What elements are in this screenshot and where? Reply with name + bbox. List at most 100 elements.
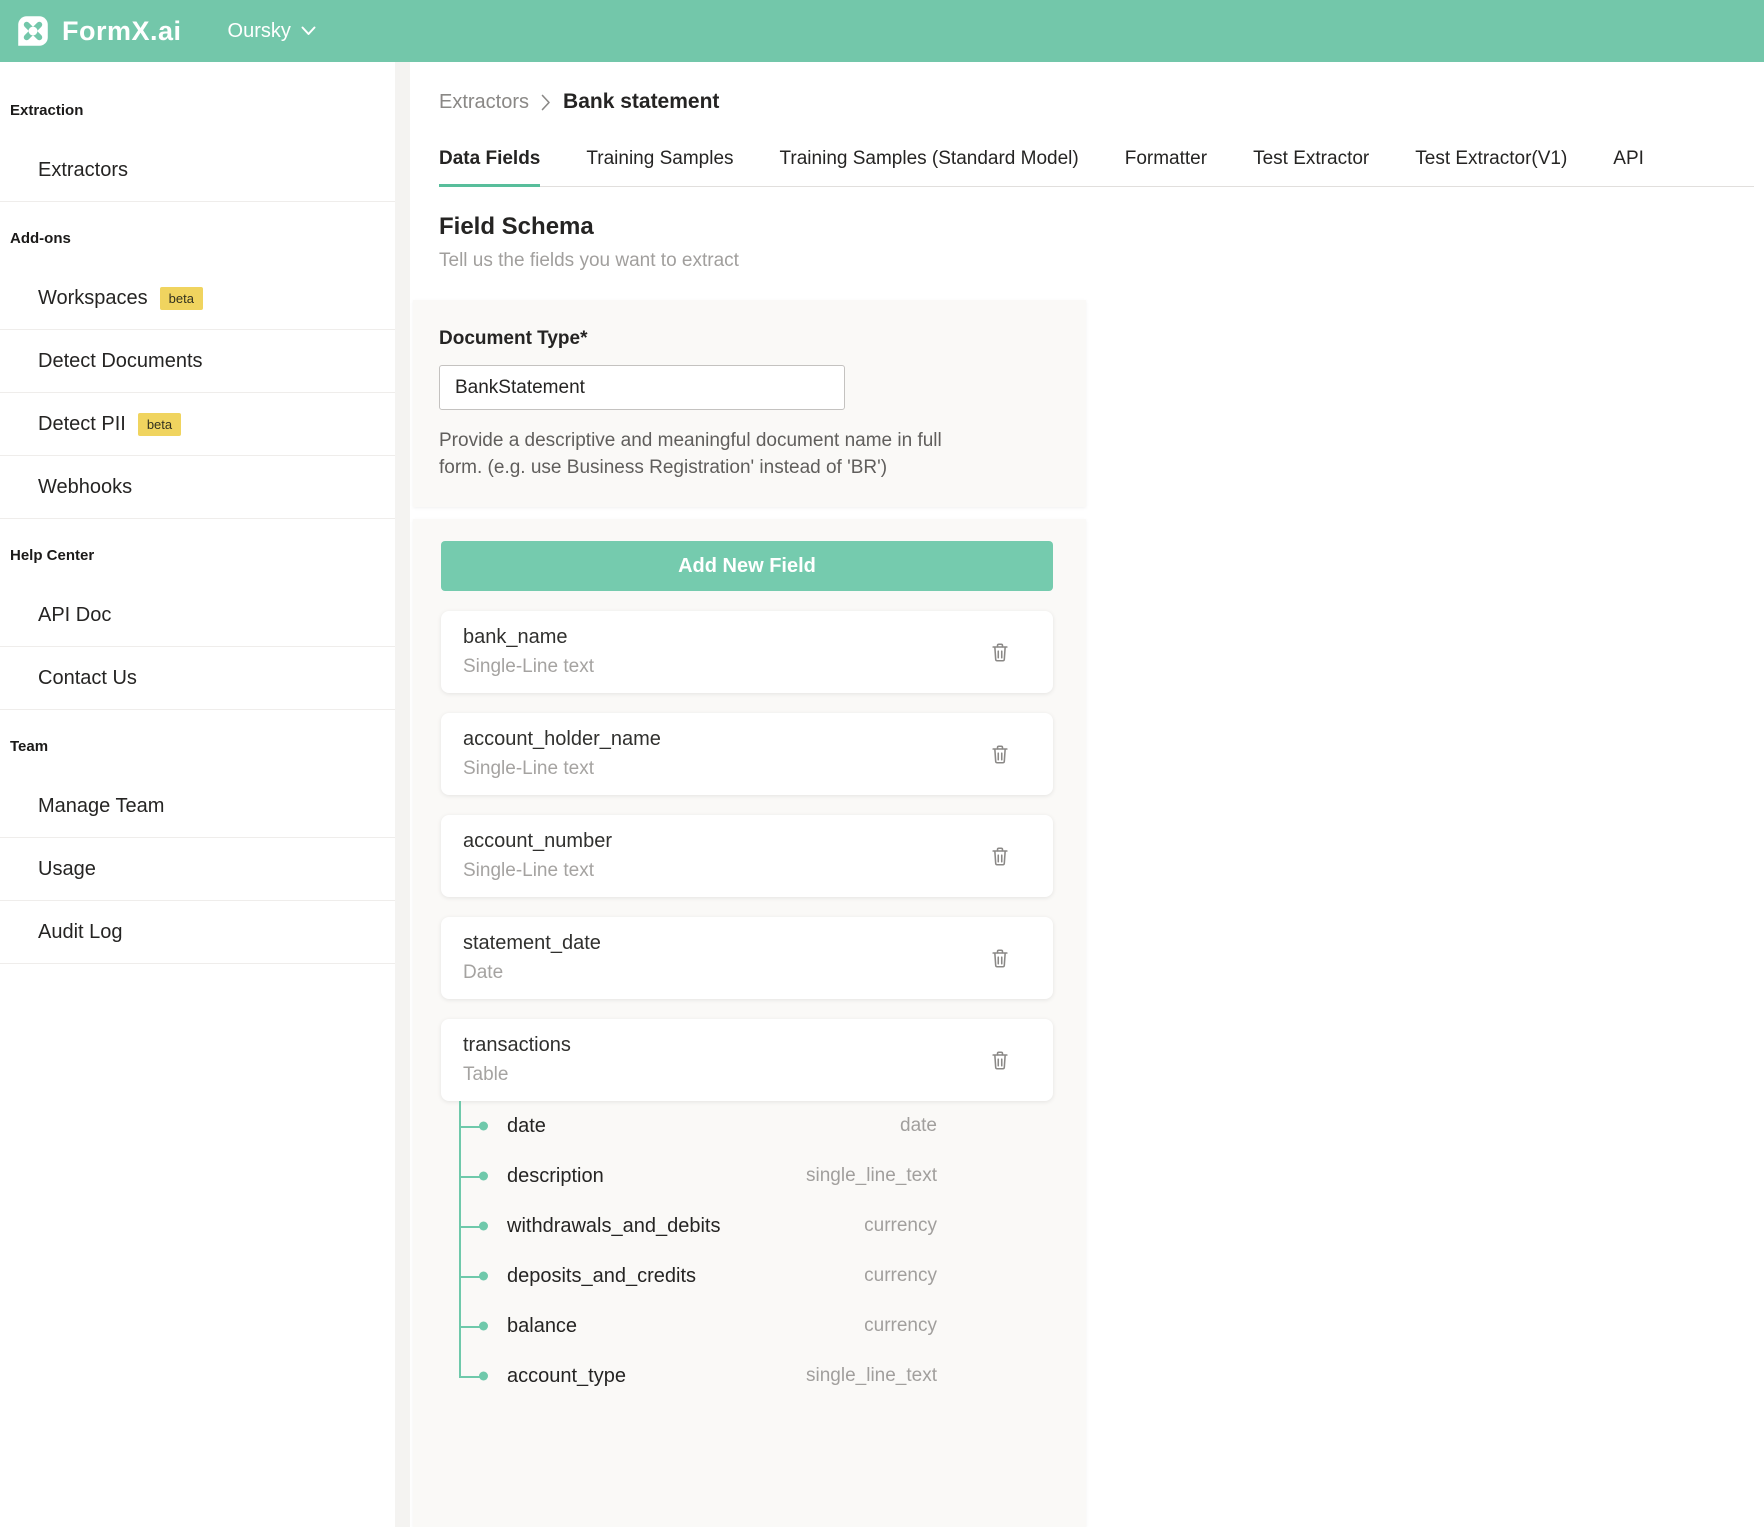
brand-title: FormX.ai	[62, 15, 182, 46]
tab-formatter[interactable]: Formatter	[1124, 148, 1208, 169]
field-card-account-number[interactable]: account_number Single-Line text	[441, 815, 1053, 897]
subfield-name: balance	[507, 1314, 578, 1337]
formx-logo-icon	[18, 16, 48, 46]
sidebar-section-title-add-ons: Add-ons	[10, 230, 71, 247]
subfield-type: currency	[864, 1215, 937, 1236]
sidebar-item-api-doc[interactable]: API Doc	[0, 584, 395, 647]
field-list: bank_name Single-Line text account_holder…	[441, 611, 1053, 1401]
subfield-name: description	[507, 1164, 604, 1187]
delete-field-button[interactable]	[985, 943, 1015, 974]
breadcrumb-extractors-link[interactable]: Extractors	[439, 90, 530, 113]
sidebar-item-detect-documents[interactable]: Detect Documents	[0, 330, 395, 393]
beta-badge: beta	[137, 412, 182, 436]
field-type: Table	[463, 1064, 509, 1085]
org-selector[interactable]: Oursky	[228, 20, 316, 43]
sidebar-item-label: Detect PII	[38, 412, 126, 435]
field-card-account-holder-name[interactable]: account_holder_name Single-Line text	[441, 713, 1053, 795]
sidebar-item-audit-log[interactable]: Audit Log	[0, 901, 395, 964]
document-type-input[interactable]	[439, 365, 845, 410]
trash-icon	[992, 1050, 1008, 1070]
sidebar: Extraction Extractors Add-ons Workspaces bet…	[0, 62, 395, 1527]
app-header: FormX.ai Oursky	[0, 0, 1764, 62]
field-name: account_number	[463, 830, 612, 852]
sidebar-item-label: Webhooks	[38, 475, 133, 498]
field-card-texts: bank_name Single-Line text	[463, 626, 985, 678]
field-card-statement-date[interactable]: statement_date Date	[441, 917, 1053, 999]
delete-field-button[interactable]	[985, 841, 1015, 872]
subfield-type: single_line_text	[806, 1165, 937, 1186]
sidebar-item-contact-us[interactable]: Contact Us	[0, 647, 395, 710]
field-card-bank-name[interactable]: bank_name Single-Line text	[441, 611, 1053, 693]
subfield-name: date	[507, 1114, 546, 1137]
subfield-name: withdrawals_and_debits	[507, 1214, 721, 1237]
chevron-down-icon	[301, 26, 316, 35]
tab-test-extractor[interactable]: Test Extractor	[1253, 148, 1370, 169]
org-name: Oursky	[227, 19, 291, 42]
field-card-texts: statement_date Date	[463, 932, 985, 984]
field-card-transactions[interactable]: transactions Table	[441, 1019, 1053, 1101]
sidebar-item-label: Usage	[38, 857, 96, 880]
sidebar-section-title-help-center: Help Center	[10, 547, 95, 564]
field-list-panel: Add New Field bank_name Single-Line text …	[413, 519, 1086, 1527]
delete-field-button[interactable]	[985, 1045, 1015, 1076]
field-name: bank_name	[463, 626, 568, 648]
main-content: Extractors Bank statement Data Fields Tra…	[410, 62, 1764, 1527]
sidebar-section-title-team: Team	[10, 738, 49, 755]
sidebar-item-webhooks[interactable]: Webhooks	[0, 456, 395, 519]
trash-icon	[992, 846, 1008, 866]
subfield-name: account_type	[507, 1364, 626, 1387]
subfield-type: currency	[864, 1315, 937, 1336]
subfield-row-deposits-and-credits[interactable]: deposits_and_credits currency	[459, 1251, 937, 1301]
field-type: Single-Line text	[463, 860, 594, 881]
breadcrumb-current: Bank statement	[563, 90, 720, 113]
tab-bar: Data Fields Training Samples Training Samp…	[439, 148, 1754, 187]
sidebar-item-label: Audit Log	[38, 920, 123, 943]
field-card-texts: account_number Single-Line text	[463, 830, 985, 882]
subfield-row-description[interactable]: description single_line_text	[459, 1151, 937, 1201]
tab-data-fields[interactable]: Data Fields	[439, 148, 541, 187]
field-name: statement_date	[463, 932, 601, 954]
sidebar-item-detect-pii[interactable]: Detect PII beta	[0, 393, 395, 456]
field-name: transactions	[463, 1034, 571, 1056]
sidebar-item-manage-team[interactable]: Manage Team	[0, 775, 395, 838]
trash-icon	[992, 642, 1008, 662]
tab-test-extractor-v1[interactable]: Test Extractor(V1)	[1415, 148, 1568, 169]
field-type: Single-Line text	[463, 758, 594, 779]
delete-field-button[interactable]	[985, 739, 1015, 770]
subfield-name: deposits_and_credits	[507, 1264, 697, 1287]
subfield-row-balance[interactable]: balance currency	[459, 1301, 937, 1351]
subfield-type: date	[900, 1115, 937, 1136]
subfield-row-date[interactable]: date date	[459, 1101, 937, 1151]
document-type-panel: Document Type* Provide a descriptive and…	[413, 300, 1086, 507]
sidebar-item-label: Extractors	[38, 158, 129, 181]
sidebar-item-label: Contact Us	[38, 666, 137, 689]
sidebar-item-label: API Doc	[38, 603, 112, 626]
sidebar-item-workspaces[interactable]: Workspaces beta	[0, 267, 395, 330]
formx-logo[interactable]: FormX.ai	[14, 12, 182, 50]
field-type: Date	[463, 962, 504, 983]
subfield-type: currency	[864, 1265, 937, 1286]
trash-icon	[992, 744, 1008, 764]
subfield-row-account-type[interactable]: account_type single_line_text	[459, 1351, 937, 1401]
sidebar-gutter	[395, 62, 410, 1527]
sidebar-item-usage[interactable]: Usage	[0, 838, 395, 901]
tab-training-samples-standard-model[interactable]: Training Samples (Standard Model)	[779, 148, 1079, 169]
sidebar-item-label: Manage Team	[38, 794, 165, 817]
breadcrumb: Extractors Bank statement	[439, 90, 1754, 114]
subfield-row-withdrawals-and-debits[interactable]: withdrawals_and_debits currency	[459, 1201, 937, 1251]
sidebar-item-extractors[interactable]: Extractors	[0, 139, 395, 202]
field-type: Single-Line text	[463, 656, 594, 677]
field-card-texts: account_holder_name Single-Line text	[463, 728, 985, 780]
page-title: Field Schema	[439, 213, 594, 240]
document-type-label: Document Type*	[439, 328, 588, 349]
add-new-field-button[interactable]: Add New Field	[441, 541, 1053, 591]
beta-badge: beta	[159, 286, 203, 310]
sidebar-item-label: Detect Documents	[38, 349, 203, 372]
tab-training-samples[interactable]: Training Samples	[586, 148, 734, 169]
delete-field-button[interactable]	[985, 637, 1015, 668]
page-subtitle: Tell us the fields you want to extract	[439, 250, 739, 271]
trash-icon	[992, 948, 1008, 968]
sidebar-item-label: Workspaces	[38, 286, 148, 309]
tab-api[interactable]: API	[1613, 148, 1644, 169]
